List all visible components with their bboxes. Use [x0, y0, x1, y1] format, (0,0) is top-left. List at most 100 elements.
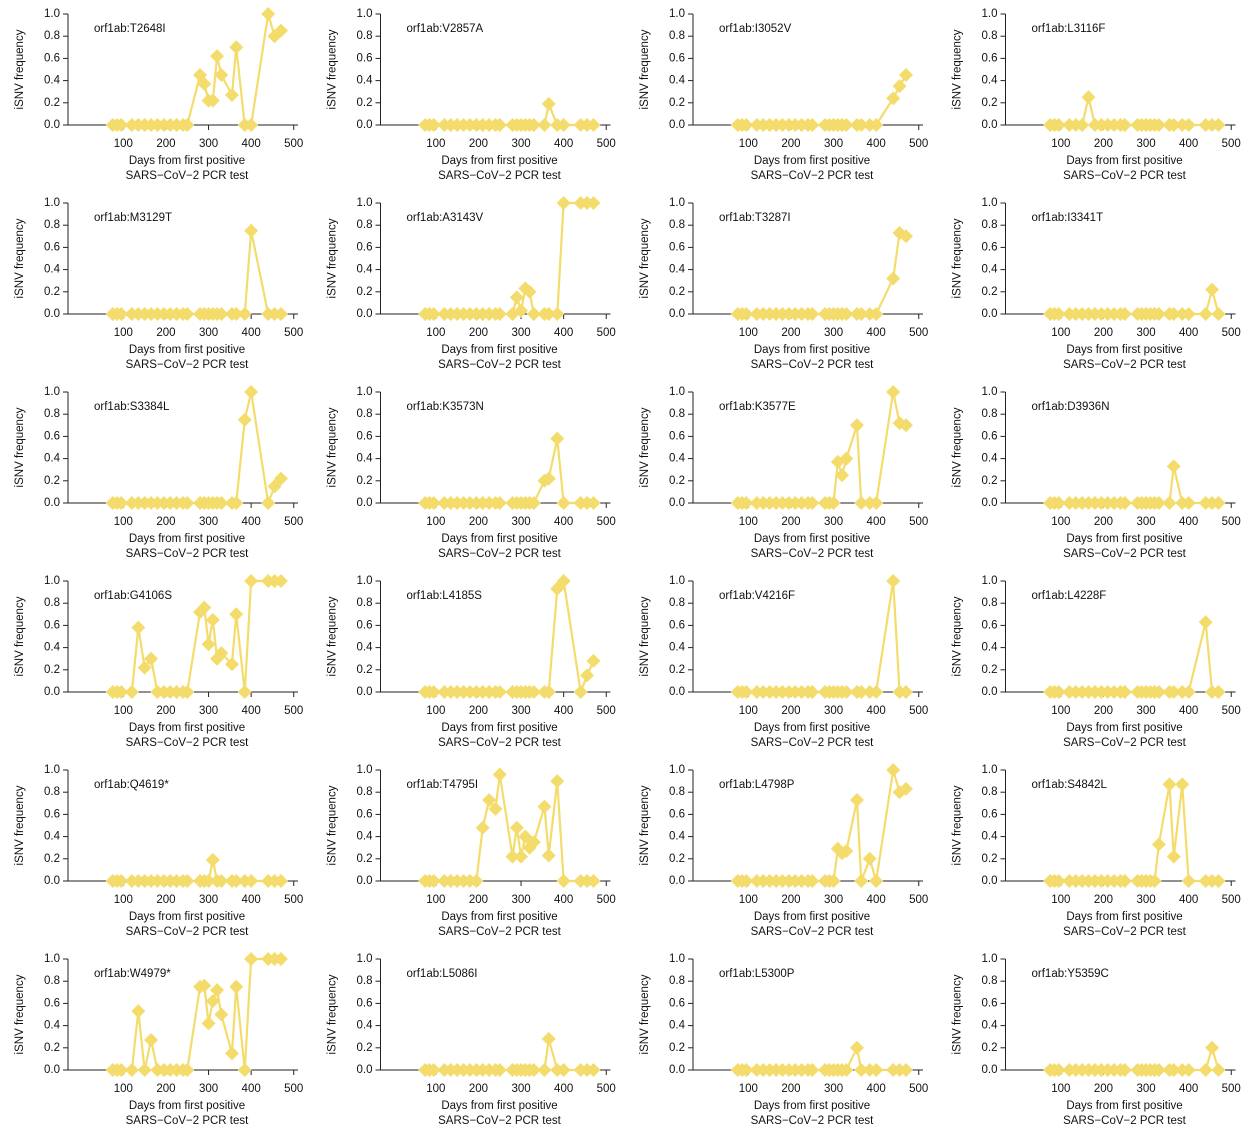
data-point: [469, 874, 484, 888]
y-tick-label: 0.6: [982, 52, 998, 64]
data-point: [224, 657, 239, 672]
data-point: [1151, 685, 1166, 699]
data-point: [214, 874, 229, 888]
x-tick-label: 400: [554, 1083, 573, 1095]
x-tick-label: 400: [867, 138, 886, 150]
y-tick-label: 0.8: [357, 597, 373, 609]
data-point: [586, 496, 601, 510]
x-tick-label: 300: [511, 894, 530, 906]
x-axis-label: SARS−CoV−2 PCR test: [1063, 548, 1187, 560]
data-point: [898, 68, 913, 83]
y-tick-label: 0.8: [669, 30, 685, 42]
y-tick-label: 1.0: [669, 386, 685, 398]
data-point: [144, 1033, 159, 1048]
data-point: [550, 431, 565, 446]
x-tick-label: 100: [739, 516, 758, 528]
panel-title: orf1ab:T4795I: [407, 779, 479, 791]
y-axis-label: iSNV frequency: [327, 974, 339, 1054]
y-tick-label: 0.4: [44, 831, 61, 843]
y-tick-label: 0.8: [982, 786, 998, 798]
data-point: [1211, 496, 1226, 510]
x-tick-label: 300: [511, 516, 530, 528]
x-axis-label: SARS−CoV−2 PCR test: [438, 926, 562, 938]
x-tick-label: 500: [284, 1083, 303, 1095]
panel: 0.0 0.2 0.4 0.6 0.8 1.0 100 200 300 400 500 iSNV fr…: [327, 196, 616, 371]
x-tick-label: 300: [511, 1083, 530, 1095]
x-tick-label: 300: [199, 1083, 218, 1095]
x-axis-label: SARS−CoV−2 PCR test: [751, 1115, 875, 1127]
y-tick-label: 0.8: [669, 786, 685, 798]
data-point: [214, 496, 229, 510]
x-tick-label: 200: [1094, 138, 1113, 150]
data-point: [1162, 777, 1177, 792]
x-tick-label: 200: [469, 138, 488, 150]
panel-title: orf1ab:L4798P: [719, 779, 795, 791]
data-point: [1117, 307, 1132, 321]
x-tick-label: 200: [469, 1083, 488, 1095]
data-point: [839, 1063, 854, 1077]
y-axis-label: iSNV frequency: [639, 785, 651, 865]
x-tick-label: 400: [1179, 705, 1198, 717]
data-point: [426, 1063, 441, 1077]
y-tick-label: 0.0: [44, 308, 60, 320]
data-point: [898, 685, 913, 699]
data-point: [1162, 496, 1177, 510]
data-point: [835, 468, 850, 483]
panel-title: orf1ab:T2648I: [94, 23, 166, 35]
y-tick-label: 0.8: [357, 30, 373, 42]
x-axis-label: Days from first positive: [129, 722, 245, 734]
x-tick-label: 100: [1051, 516, 1070, 528]
x-axis-label: SARS−CoV−2 PCR test: [751, 170, 875, 182]
data-point: [739, 307, 754, 321]
data-point: [180, 118, 195, 132]
data-point: [273, 23, 288, 38]
x-tick-label: 500: [909, 894, 928, 906]
y-tick-label: 0.0: [44, 119, 60, 131]
y-tick-label: 0.6: [357, 430, 373, 442]
y-tick-label: 1.0: [669, 197, 685, 209]
y-tick-label: 0.6: [669, 619, 685, 631]
data-point: [898, 229, 913, 244]
x-tick-label: 100: [739, 138, 758, 150]
y-tick-label: 0.2: [44, 475, 60, 487]
x-tick-label: 400: [242, 138, 261, 150]
data-point: [180, 685, 195, 699]
y-axis-label: iSNV frequency: [14, 596, 26, 676]
y-tick-label: 1.0: [669, 764, 685, 776]
x-tick-label: 500: [1222, 894, 1241, 906]
panel: 0.0 0.2 0.4 0.6 0.8 1.0 100 200 300 400 500 iSNV fr…: [327, 386, 616, 560]
x-tick-label: 200: [1094, 894, 1113, 906]
x-axis-label: Days from first positive: [754, 344, 870, 356]
y-tick-label: 0.6: [44, 241, 60, 253]
x-tick-label: 400: [554, 516, 573, 528]
y-tick-label: 0.8: [357, 219, 373, 231]
x-axis-label: Days from first positive: [754, 155, 870, 167]
x-tick-label: 400: [1179, 516, 1198, 528]
data-point: [854, 685, 869, 699]
data-point: [892, 79, 907, 94]
x-tick-label: 200: [469, 516, 488, 528]
data-point: [492, 496, 507, 510]
data-point: [892, 785, 907, 800]
data-point: [426, 685, 441, 699]
y-tick-label: 0.0: [357, 497, 373, 509]
x-axis-label: Days from first positive: [129, 911, 245, 923]
y-tick-label: 0.2: [357, 853, 373, 865]
y-tick-label: 0.8: [44, 975, 60, 987]
x-tick-label: 300: [824, 705, 843, 717]
data-point: [237, 307, 252, 321]
panel: 0.0 0.2 0.4 0.6 0.8 1.0 100 200 300 400 500 iSNV fr…: [14, 385, 303, 560]
data-point: [886, 385, 901, 399]
panel: 0.0 0.2 0.4 0.6 0.8 1.0 100 200 300 400 500 iSNV fr…: [14, 764, 303, 938]
x-tick-label: 200: [781, 516, 800, 528]
data-point: [124, 1063, 139, 1077]
x-axis-label: Days from first positive: [129, 1100, 245, 1112]
data-point: [1181, 118, 1196, 132]
x-axis-label: Days from first positive: [754, 1100, 870, 1112]
data-point: [854, 874, 869, 888]
data-point: [267, 479, 282, 494]
panel: 0.0 0.2 0.4 0.6 0.8 1.0 100 200 300 400 500 iSNV fr…: [14, 574, 303, 749]
data-point: [426, 874, 441, 888]
data-point: [229, 979, 244, 994]
